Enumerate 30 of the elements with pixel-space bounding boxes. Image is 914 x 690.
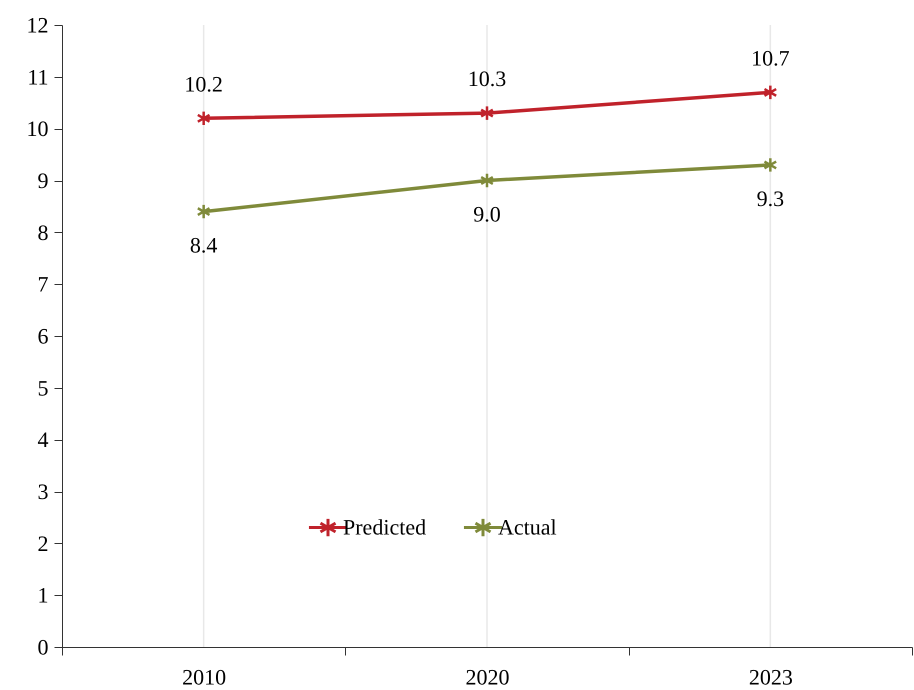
- y-tick-label: 2: [38, 530, 48, 556]
- data-label: 9.3: [756, 186, 784, 211]
- y-tick-label: 11: [27, 64, 48, 90]
- point: [196, 204, 211, 220]
- data-label: 10.3: [468, 66, 506, 92]
- y-tick-label: 0: [38, 634, 48, 660]
- point: [763, 156, 778, 173]
- data-label: 10.7: [751, 45, 790, 70]
- y-tick-label: 8: [38, 220, 48, 245]
- point: [480, 105, 494, 122]
- point: [480, 172, 494, 188]
- legend-label: Predicted: [343, 514, 426, 540]
- x-tick-label: 2020: [466, 664, 510, 690]
- y-tick-label: 7: [38, 272, 48, 297]
- y-tick-label: 3: [38, 479, 48, 504]
- x-tick-label: 2023: [748, 664, 793, 690]
- y-tick-label: 12: [26, 12, 48, 38]
- point: [196, 110, 211, 126]
- data-label: 10.2: [184, 71, 223, 96]
- y-tick-label: 6: [38, 324, 48, 348]
- data-label: 9.0: [473, 202, 501, 226]
- data-label: 8.4: [190, 232, 218, 258]
- y-tick-label: 10: [26, 116, 48, 142]
- legend-label: Actual: [498, 514, 557, 540]
- x-tick-label: 2010: [182, 664, 226, 690]
- y-tick-label: 5: [38, 375, 48, 400]
- y-tick-label: 4: [38, 427, 48, 452]
- point: [763, 84, 778, 100]
- y-tick-label: 9: [38, 168, 48, 193]
- y-tick-label: 1: [38, 582, 48, 608]
